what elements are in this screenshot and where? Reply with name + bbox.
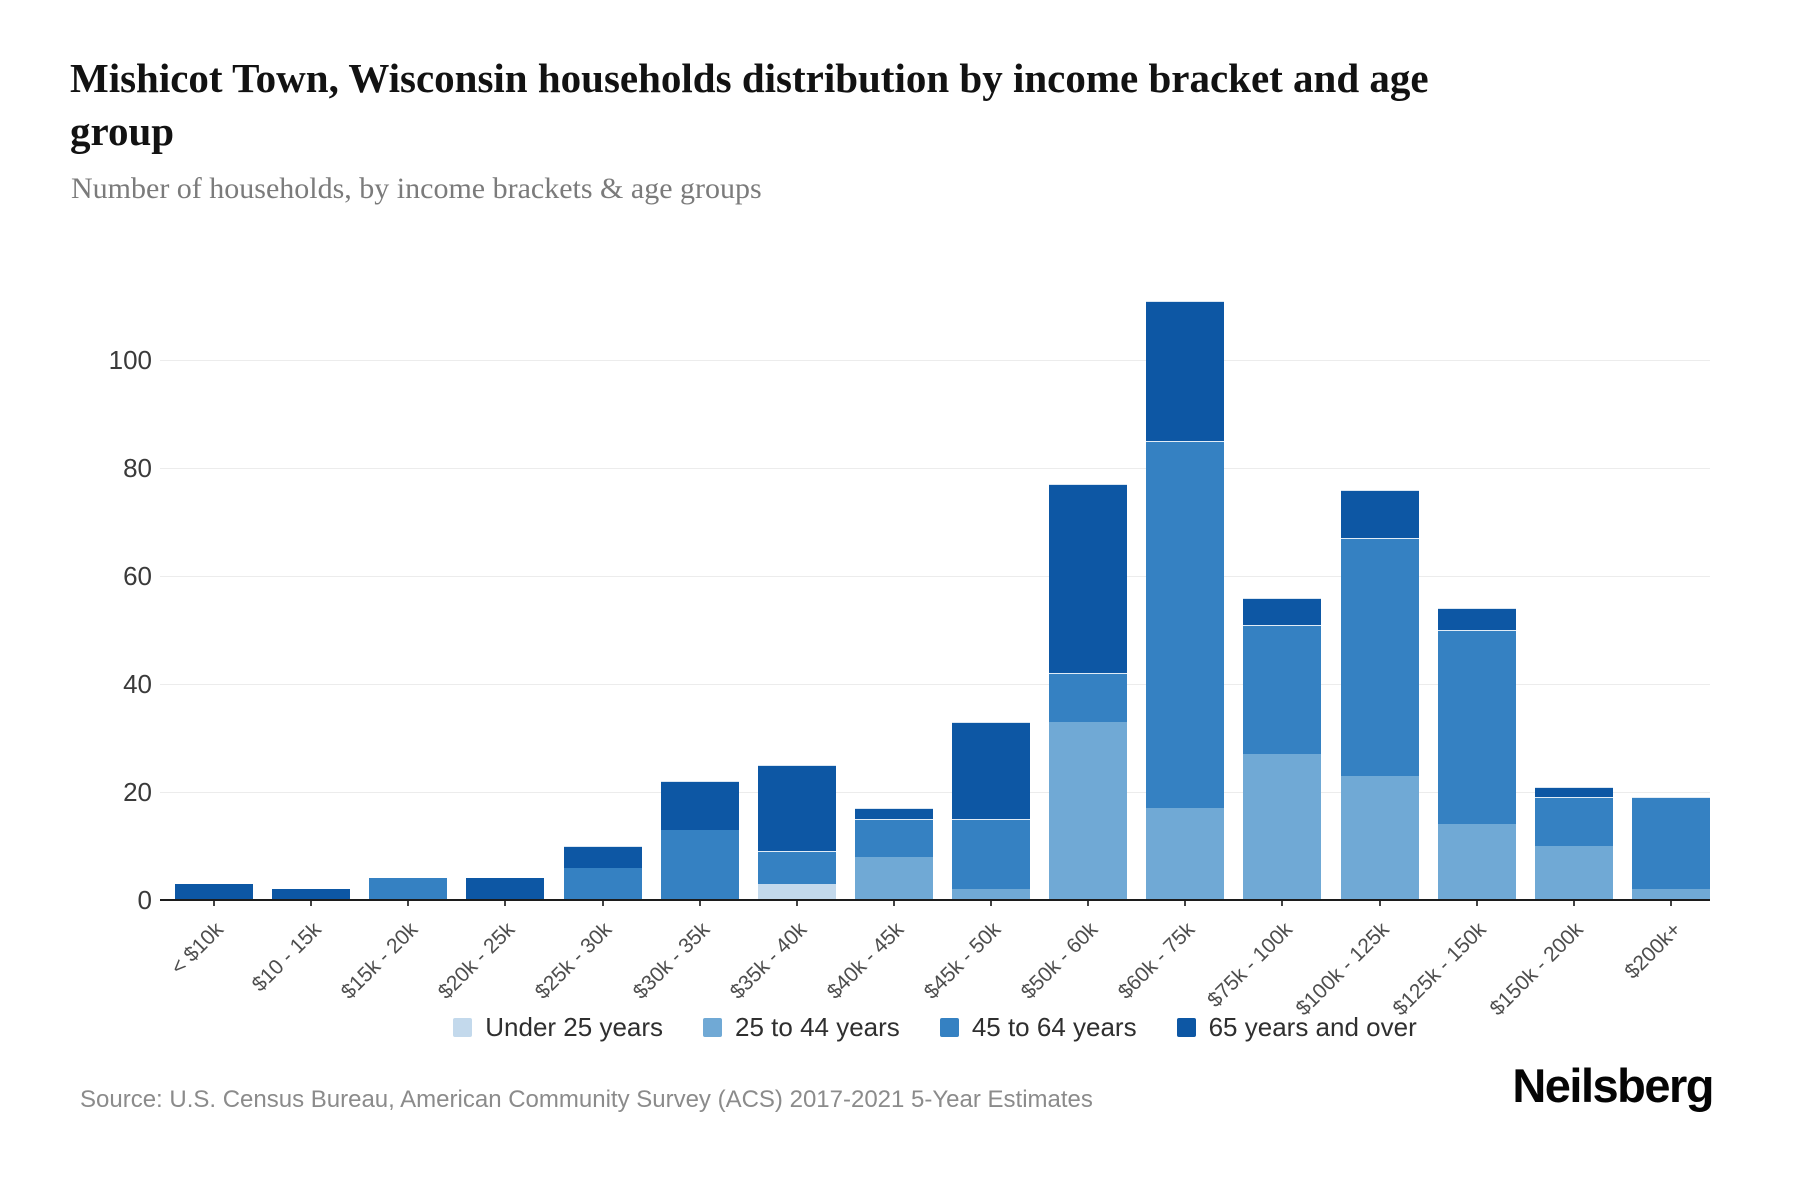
bar-segment [757, 765, 836, 852]
bar-segment [272, 889, 351, 900]
bar-segment [1437, 608, 1516, 630]
bar-segment [466, 878, 545, 900]
bar-segment [660, 829, 739, 900]
x-axis-tick-label: $100k - 125k [1291, 918, 1394, 1021]
page-title: Mishicot Town, Wisconsin households dist… [70, 55, 1429, 154]
bar-segment [369, 878, 448, 900]
bar-segment [1437, 630, 1516, 825]
x-axis-tick-label: $25k - 30k [531, 918, 617, 1004]
legend-label: 65 years and over [1208, 1012, 1417, 1042]
x-axis-tick-label: $125k - 150k [1388, 918, 1491, 1021]
x-axis-tick [1281, 900, 1284, 906]
y-gridline [160, 467, 1710, 469]
legend-label: 25 to 44 years [735, 1012, 900, 1042]
x-axis-tick-label: $20k - 25k [434, 918, 520, 1004]
legend-item[interactable]: 25 to 44 years [703, 1012, 900, 1043]
bar-segment [175, 883, 253, 900]
bar-segment [1243, 597, 1322, 625]
bar-segment [854, 819, 933, 857]
x-axis-tick [1572, 900, 1575, 906]
y-axis-tick-label: 0 [137, 885, 152, 915]
source-note: Source: U.S. Census Bureau, American Com… [80, 1086, 1093, 1113]
x-axis-tick-label: $30k - 35k [628, 918, 714, 1004]
legend-swatch-icon [703, 1018, 723, 1037]
x-axis-tick-label: < $10k [166, 918, 229, 980]
y-gridline [160, 791, 1710, 793]
x-axis-tick [407, 900, 410, 906]
x-axis-tick [310, 900, 313, 906]
x-axis-tick [213, 900, 215, 906]
x-axis-tick-label: $50k - 60k [1016, 918, 1103, 1004]
bar-segment [1437, 824, 1516, 900]
legend-label: Under 25 years [485, 1012, 664, 1042]
x-axis-tick [1087, 900, 1090, 906]
bar-segment [1049, 484, 1128, 674]
bar-segment [1243, 624, 1322, 755]
x-axis-tick [1184, 900, 1187, 906]
page-subtitle: Number of households, by income brackets… [71, 172, 762, 205]
bar-segment [952, 889, 1031, 900]
x-axis-tick [892, 900, 895, 906]
bar-segment [1146, 441, 1225, 809]
y-axis-tick-label: 100 [108, 345, 152, 375]
bar-segment [1146, 808, 1225, 900]
legend-item[interactable]: Under 25 years [453, 1012, 663, 1043]
y-gridline [160, 683, 1710, 685]
y-axis-tick-label: 60 [123, 561, 152, 591]
x-axis-tick-label: $60k - 75k [1114, 918, 1200, 1004]
bar-segment [854, 856, 933, 900]
legend-item[interactable]: 65 years and over [1176, 1012, 1417, 1043]
legend-swatch-icon [939, 1018, 959, 1037]
x-axis-tick [990, 900, 993, 906]
x-axis-tick [1475, 900, 1478, 906]
x-axis-tick-label: $200k+ [1619, 918, 1686, 984]
bar-segment [757, 851, 836, 884]
brand-logo: Neilsberg [1512, 1059, 1714, 1112]
y-gridline [160, 575, 1710, 577]
y-axis-tick-label: 20 [123, 777, 152, 807]
bar-segment [1243, 754, 1322, 900]
bar-segment [563, 846, 642, 868]
legend-swatch-icon [1176, 1018, 1196, 1037]
x-axis-tick-label: $15k - 20k [336, 918, 423, 1004]
bar-segment [1340, 775, 1419, 900]
legend-item[interactable]: 45 to 64 years [939, 1012, 1137, 1043]
bar-segment [1146, 300, 1225, 441]
bar-segment [1534, 846, 1613, 900]
bar-segment [952, 721, 1031, 819]
bar-segment [1049, 673, 1128, 722]
x-axis-line [160, 899, 1710, 901]
legend-swatch-icon [453, 1018, 473, 1037]
x-axis-tick [795, 900, 798, 906]
x-axis-tick-label: $150k - 200k [1486, 918, 1589, 1021]
x-axis-tick [1669, 900, 1672, 906]
y-gridline [160, 359, 1710, 361]
x-axis-tick-label: $40k - 45k [822, 918, 909, 1004]
x-axis-tick-label: $35k - 40k [725, 918, 812, 1004]
bar-segment [952, 819, 1031, 890]
x-axis-tick [698, 900, 701, 906]
x-axis-tick [1378, 900, 1381, 906]
bar-segment [563, 867, 642, 900]
legend-label: 45 to 64 years [971, 1012, 1137, 1042]
x-axis-tick-label: $45k - 50k [919, 918, 1006, 1004]
bar-segment [1340, 538, 1419, 776]
bar-segment [1049, 721, 1128, 900]
bar-segment [1340, 489, 1419, 539]
x-axis-tick-label: $10 - 15k [247, 918, 326, 997]
bar-segment [1534, 797, 1613, 846]
bar-segment [660, 781, 739, 830]
bar-segment [1631, 889, 1710, 900]
bar-segment [854, 808, 933, 819]
y-axis-tick-label: 40 [123, 669, 152, 699]
x-axis-tick [504, 900, 507, 906]
bar-segment [1631, 797, 1710, 890]
legend: Under 25 years 25 to 44 years 45 to 64 yea… [160, 1012, 1710, 1043]
bar-segment [1534, 786, 1613, 798]
y-axis-tick-label: 80 [123, 453, 152, 483]
x-axis-tick-label: $75k - 100k [1202, 918, 1297, 1012]
bar-segment [757, 883, 836, 900]
x-axis-tick [601, 900, 604, 906]
